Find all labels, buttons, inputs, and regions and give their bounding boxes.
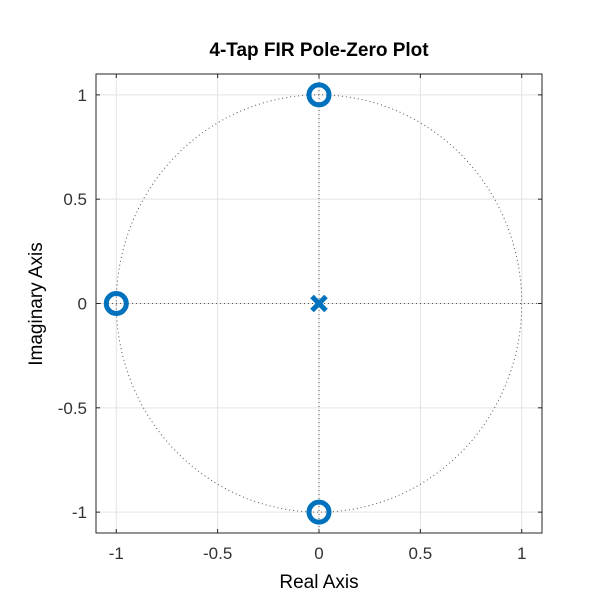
x-tick-label: 0	[314, 544, 323, 563]
x-tick-label: 0.5	[409, 544, 433, 563]
chart-title: 4-Tap FIR Pole-Zero Plot	[209, 40, 429, 61]
y-tick-label: 0	[78, 295, 87, 314]
y-tick-label: 1	[78, 86, 87, 105]
x-axis-label: Real Axis	[279, 572, 358, 593]
y-tick-label: 0.5	[63, 190, 87, 209]
x-tick-label: -1	[109, 544, 124, 563]
x-tick-label: -0.5	[203, 544, 232, 563]
y-tick-label: -0.5	[58, 399, 87, 418]
x-tick-label: 1	[517, 544, 526, 563]
y-tick-label: -1	[72, 503, 87, 522]
y-axis-label: Imaginary Axis	[26, 242, 47, 366]
